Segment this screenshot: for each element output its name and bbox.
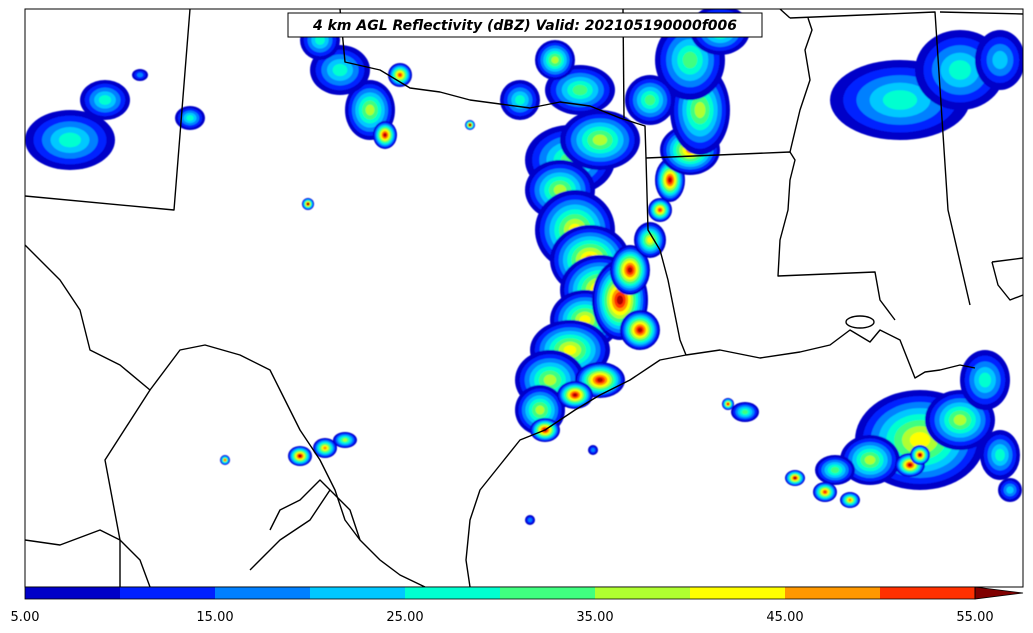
reflectivity-contour (995, 448, 1005, 462)
reflectivity-contour (535, 405, 545, 415)
reflectivity-contour (742, 409, 748, 415)
reflectivity-contour (823, 490, 827, 494)
colorbar-segment (25, 587, 121, 599)
state-border-nm-co (25, 9, 191, 211)
reflectivity-contour (864, 455, 876, 465)
colorbar-tick-label: 55.00 (956, 610, 993, 625)
state-border-ar-la (645, 151, 896, 321)
reflectivity-contour (597, 377, 603, 383)
coastline-gulf (685, 329, 976, 379)
border-mexico-states-2 (25, 529, 151, 587)
state-border-mo-ar (779, 9, 791, 19)
reflectivity-contour (342, 438, 348, 442)
reflectivity-contour (323, 446, 327, 450)
reflectivity-contour (694, 101, 706, 119)
colorbar-segment (120, 587, 216, 599)
state-border-tx-ok (339, 9, 647, 159)
reflectivity-contour (383, 133, 387, 137)
colorbar-segment (880, 587, 976, 599)
reflectivity-contour (918, 453, 922, 457)
colorbar-tick-label: 5.00 (11, 610, 40, 625)
title-box: 4 km AGL Reflectivity (dBZ) Valid: 20210… (287, 12, 763, 38)
state-border-tn (939, 11, 1023, 15)
state-border-al-ga (991, 257, 1023, 263)
precip-layer (25, 9, 1023, 525)
reflectivity-contour (848, 498, 852, 502)
reflectivity-contour (563, 345, 577, 355)
map-title: 4 km AGL Reflectivity (dBZ) Valid: 20210… (312, 18, 737, 34)
colorbar-tick-label: 45.00 (766, 610, 803, 625)
coastline-tx (465, 354, 687, 587)
reflectivity-contour (682, 51, 698, 69)
reflectivity-contour (306, 202, 310, 206)
reflectivity-contour (223, 458, 227, 462)
reflectivity-contour (793, 476, 797, 480)
state-border-fl (991, 261, 1023, 301)
reflectivity-contour (882, 90, 918, 110)
colorbar-segment (500, 587, 596, 599)
reflectivity-contour (637, 327, 643, 333)
reflectivity-contour (592, 134, 608, 146)
reflectivity-contour (668, 177, 672, 183)
reflectivity-contour (332, 63, 348, 77)
colorbar: 5.00 15.00 25.00 35.00 45.00 55.00 (11, 586, 1024, 625)
river-mississippi (789, 17, 813, 153)
reflectivity-contour (398, 73, 402, 77)
colorbar-extend-arrow (974, 586, 1024, 600)
reflectivity-contour (591, 448, 595, 452)
reflectivity-contour (365, 104, 375, 116)
lake-pontchartrain (845, 315, 875, 329)
colorbar-outline (24, 586, 976, 600)
colorbar-segment (310, 587, 406, 599)
colorbar-segment (595, 587, 691, 599)
colorbar-segment (405, 587, 501, 599)
state-border-ms-al (789, 11, 971, 306)
reflectivity-contour (543, 374, 557, 386)
reflectivity-contour (830, 466, 840, 474)
reflectivity-contour (468, 123, 472, 127)
reflectivity-contour (58, 132, 82, 148)
reflectivity-contour (726, 402, 730, 406)
colorbar-segment (215, 587, 311, 599)
border-mexico-states-4 (329, 489, 361, 541)
reflectivity-contour (186, 115, 194, 121)
colorbar-segment (690, 587, 786, 599)
reflectivity-contour (647, 237, 653, 243)
colorbar-segment (785, 587, 881, 599)
reflectivity-contour (551, 56, 559, 64)
reflectivity-contour (298, 454, 302, 458)
state-border-tx-la (645, 157, 687, 356)
reflectivity-contour (616, 295, 624, 305)
colorbar-tick-label: 25.00 (386, 610, 423, 625)
reflectivity-contour (953, 414, 967, 426)
boundaries-layer (25, 9, 1023, 587)
reflectivity-contour (908, 463, 912, 467)
reflectivity-contour (98, 95, 112, 105)
reflectivity-contour (572, 84, 588, 96)
colorbar-tick-label: 35.00 (576, 610, 613, 625)
border-mexico-states (104, 389, 151, 587)
reflectivity-contour (572, 393, 578, 397)
reflectivity-contour (909, 432, 931, 448)
reflectivity-contour (528, 518, 532, 522)
border-mexico-states-3 (249, 479, 331, 571)
reflectivity-contour (948, 60, 972, 80)
reflectivity-contour (992, 50, 1008, 70)
reflectivity-contour (136, 72, 144, 78)
reflectivity-contour (644, 94, 656, 106)
reflectivity-contour (1006, 486, 1014, 494)
reflectivity-contour (658, 208, 662, 212)
reflectivity-contour (627, 267, 633, 273)
colorbar-tick-label: 15.00 (196, 610, 233, 625)
reflectivity-contour (515, 95, 525, 105)
reflectivity-contour (315, 35, 325, 45)
reflectivity-contour (978, 372, 992, 388)
